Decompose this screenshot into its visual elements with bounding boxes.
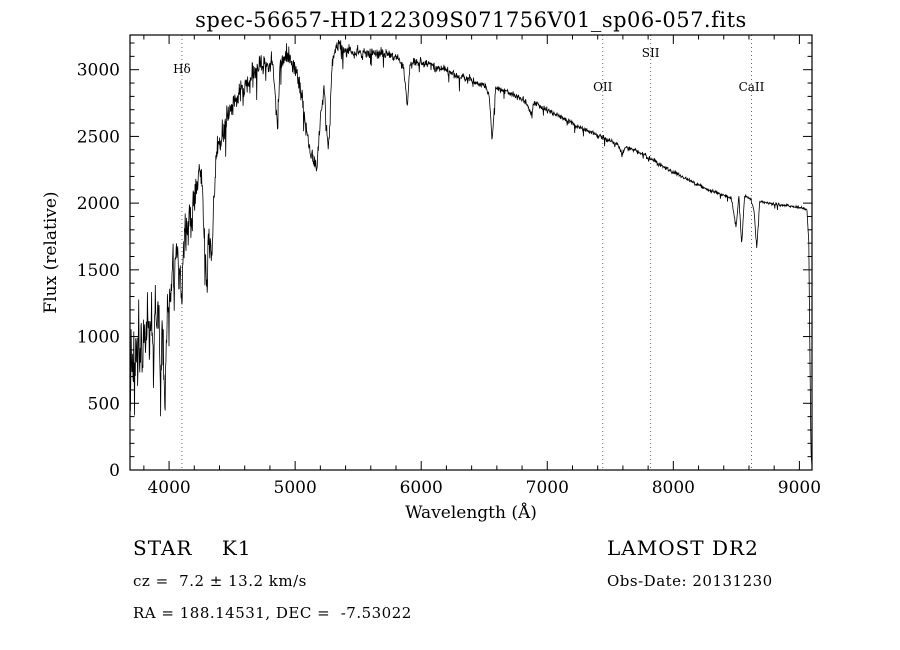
- y-tick-label: 0: [109, 461, 120, 481]
- x-tick-label: 5000: [274, 478, 317, 498]
- x-tick-label: 8000: [652, 478, 695, 498]
- x-tick-label: 7000: [526, 478, 569, 498]
- x-tick-label: 6000: [400, 478, 443, 498]
- marker-label-SII: SII: [642, 46, 660, 60]
- cz-value: cz = 7.2 ± 13.2 km/s: [133, 572, 307, 590]
- y-axis-label: Flux (relative): [41, 191, 61, 313]
- spectrum-line: [129, 39, 813, 466]
- ra-dec-value: RA = 188.14531, DEC = -7.53022: [133, 604, 412, 622]
- y-tick-label: 1500: [77, 261, 120, 281]
- x-axis-label: Wavelength (Å): [405, 502, 537, 523]
- object-class-label: STAR K1: [133, 536, 252, 560]
- plot-title: spec-56657-HD122309S071756V01_sp06-057.f…: [195, 8, 747, 32]
- marker-label-CaII: CaII: [739, 80, 765, 94]
- marker-label-OII: OII: [593, 80, 613, 94]
- x-tick-label: 4000: [147, 478, 190, 498]
- y-tick-label: 2000: [77, 194, 120, 214]
- y-tick-label: 2500: [77, 127, 120, 147]
- x-tick-label: 9000: [778, 478, 821, 498]
- y-tick-label: 3000: [77, 61, 120, 81]
- axis-box: [129, 34, 813, 471]
- survey-label: LAMOST DR2: [607, 536, 759, 560]
- marker-label-Hδ: Hδ: [173, 62, 191, 76]
- y-tick-label: 1000: [77, 328, 120, 348]
- y-tick-label: 500: [88, 394, 120, 414]
- obs-date-value: Obs-Date: 20131230: [607, 572, 773, 590]
